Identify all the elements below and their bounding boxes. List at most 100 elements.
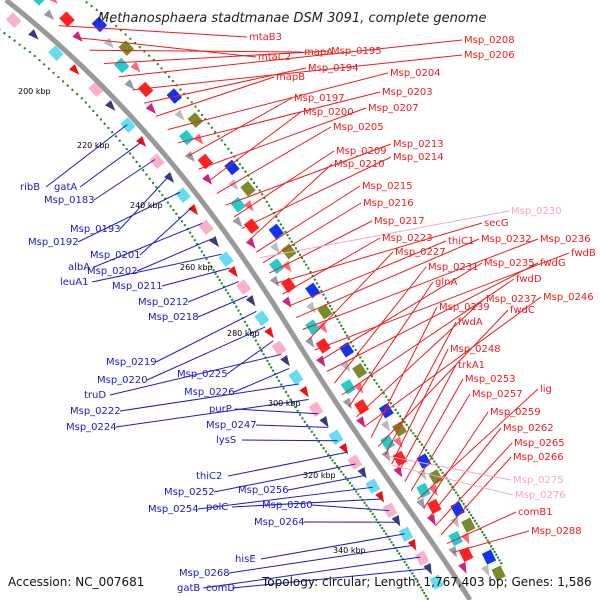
blue-leader-25 bbox=[197, 486, 373, 510]
skew-dot bbox=[183, 223, 187, 227]
skew-dot bbox=[212, 269, 215, 272]
gene-arrow bbox=[281, 296, 292, 308]
red-label-msp-0200: Msp_0200 bbox=[303, 107, 354, 118]
red-leader-1 bbox=[74, 36, 257, 58]
red-leader-39 bbox=[397, 364, 457, 474]
skew-dot bbox=[216, 275, 219, 279]
blue-leader-9 bbox=[161, 267, 231, 287]
gene-arrow bbox=[375, 491, 385, 503]
blue-leader-22 bbox=[227, 451, 347, 477]
gene-arrow bbox=[416, 498, 426, 510]
skew-dot bbox=[454, 491, 458, 494]
skew-dot bbox=[132, 156, 135, 159]
skew-dot bbox=[363, 363, 367, 367]
blue-label-msp-0193: Msp_0193 bbox=[70, 224, 121, 235]
red-leader-28 bbox=[320, 262, 483, 361]
skew-dot bbox=[322, 293, 325, 296]
skew-dot bbox=[125, 147, 128, 151]
gene-block bbox=[187, 112, 204, 128]
blue-leader-17 bbox=[119, 383, 299, 412]
gene-block bbox=[340, 379, 356, 395]
gene-arrow bbox=[427, 514, 436, 526]
skew-dot bbox=[296, 409, 299, 413]
skew-dot bbox=[186, 96, 190, 100]
blue-label-leua1: leuA1 bbox=[60, 277, 88, 288]
skew-dot bbox=[352, 344, 355, 348]
gene-block bbox=[481, 549, 497, 565]
skew-dot bbox=[179, 88, 182, 91]
gene-arrow bbox=[304, 336, 315, 348]
blue-leader-31 bbox=[202, 556, 421, 589]
blue-label-gatb: gatB bbox=[177, 583, 200, 594]
blue-label-msp-0264: Msp_0264 bbox=[254, 517, 305, 528]
skew-dot bbox=[252, 335, 255, 339]
skew-dot bbox=[424, 594, 428, 598]
blue-leader-27 bbox=[311, 504, 390, 512]
skew-dot bbox=[405, 563, 408, 567]
blue-leader-2 bbox=[93, 159, 156, 201]
genome-summary: Topology: circular; Length: 1,767,403 bp… bbox=[261, 575, 592, 589]
blue-label-msp-0247: Msp_0247 bbox=[206, 420, 257, 431]
skew-dot bbox=[135, 160, 138, 164]
skew-dot bbox=[315, 282, 319, 285]
blue-label-msp-0219: Msp_0219 bbox=[106, 357, 157, 368]
skew-dot bbox=[354, 348, 357, 352]
gene-block bbox=[352, 363, 368, 379]
blue-leader-26 bbox=[231, 498, 382, 508]
skew-dot bbox=[491, 547, 495, 551]
blue-leader-19 bbox=[234, 408, 319, 415]
red-label-trka1: trkA1 bbox=[458, 360, 485, 371]
skew-dot bbox=[419, 586, 423, 589]
blue-leader-20 bbox=[255, 424, 328, 428]
blue-label-msp-0201: Msp_0201 bbox=[90, 250, 141, 261]
blue-label-msp-0218: Msp_0218 bbox=[148, 312, 199, 323]
red-label-msp-0204: Msp_0204 bbox=[390, 68, 441, 79]
blue-label-gata: gatA bbox=[54, 182, 77, 193]
skew-dot bbox=[384, 532, 388, 536]
gene-arrow bbox=[43, 9, 55, 21]
skew-dot bbox=[200, 113, 204, 117]
gene-block bbox=[380, 434, 396, 451]
gene-block bbox=[339, 341, 355, 358]
skew-dot bbox=[423, 591, 426, 595]
red-leader-36 bbox=[377, 309, 509, 447]
skew-dot bbox=[248, 328, 251, 331]
red-leader-22 bbox=[282, 237, 381, 295]
red-label-msp-0257: Msp_0257 bbox=[472, 389, 523, 400]
skew-dot bbox=[365, 504, 368, 507]
red-label-msp-0208: Msp_0208 bbox=[464, 35, 515, 46]
red-label-msp-0210: Msp_0210 bbox=[334, 159, 385, 170]
skew-dot bbox=[424, 449, 428, 452]
red-leader-11 bbox=[198, 107, 367, 170]
skew-dot bbox=[200, 250, 204, 253]
skew-dot bbox=[493, 550, 496, 554]
red-label-msp-0237: Msp_0237 bbox=[486, 294, 537, 305]
gene-arrow bbox=[245, 237, 256, 249]
gene-block bbox=[461, 517, 476, 533]
skew-dot bbox=[110, 131, 114, 134]
blue-label-msp-0224: Msp_0224 bbox=[66, 422, 117, 433]
gene-block bbox=[392, 421, 407, 437]
skew-dot bbox=[286, 233, 289, 237]
red-leader-44 bbox=[429, 427, 502, 518]
skew-dot bbox=[369, 510, 372, 513]
skew-dot bbox=[392, 543, 395, 547]
blue-label-msp-0252: Msp_0252 bbox=[164, 487, 215, 498]
skew-dot bbox=[57, 75, 60, 79]
skew-dot bbox=[396, 549, 399, 552]
blue-leader-29 bbox=[260, 533, 405, 560]
red-label-msp-0259: Msp_0259 bbox=[490, 407, 541, 418]
red-leader-20 bbox=[269, 220, 373, 274]
gene-arrow bbox=[28, 29, 39, 40]
skew-dot bbox=[220, 139, 223, 142]
skew-dot bbox=[138, 46, 141, 49]
kbp-tick-200-kbp: 200 kbp bbox=[18, 87, 51, 96]
skew-dot bbox=[312, 433, 316, 437]
skew-dot bbox=[469, 513, 473, 517]
skew-dot bbox=[294, 247, 298, 250]
skew-dot bbox=[331, 459, 334, 462]
skew-dot bbox=[382, 529, 386, 533]
skew-dot bbox=[371, 512, 374, 516]
skew-dot bbox=[305, 423, 309, 427]
